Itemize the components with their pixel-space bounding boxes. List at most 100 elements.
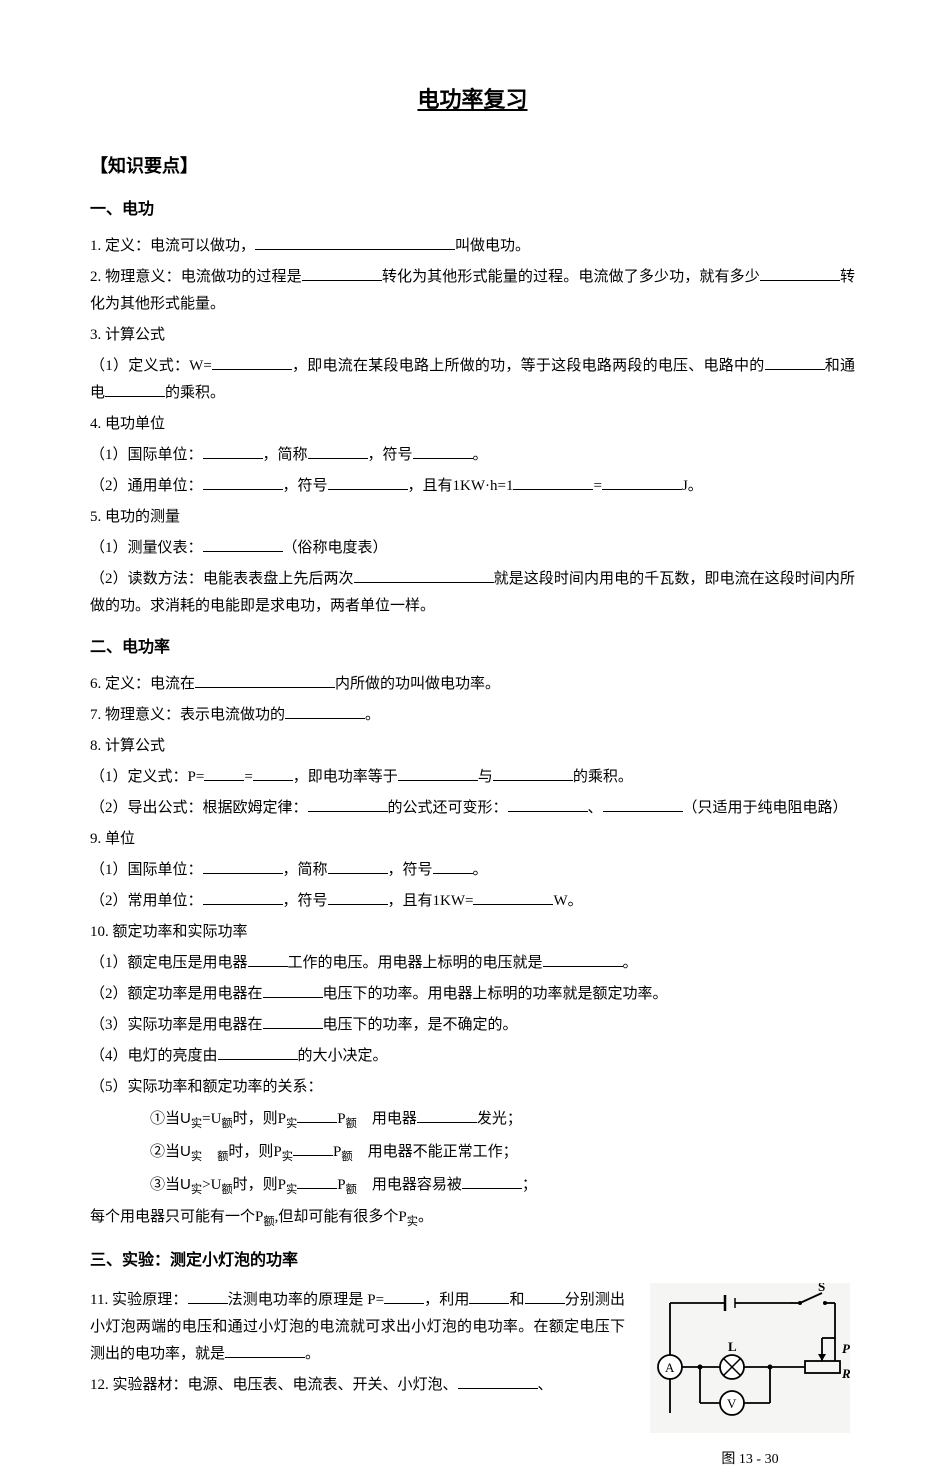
text: 。: [473, 862, 488, 878]
item-5-1: （1）测量仪表：（俗称电度表）: [90, 535, 855, 562]
blank: [212, 353, 292, 370]
subscript: 实: [286, 1118, 297, 1130]
item-9: 9. 单位: [90, 826, 855, 853]
text: （2）导出公式：根据欧姆定律：: [90, 800, 308, 816]
blank: [493, 764, 573, 781]
subscript: 额: [263, 1216, 274, 1228]
subscript: 额: [221, 1184, 232, 1196]
text: （2）常用单位：: [90, 893, 203, 909]
blank: [263, 1012, 323, 1029]
subscript: 实: [191, 1118, 202, 1130]
bulb-label: L: [728, 1339, 737, 1354]
subscript: 实: [191, 1184, 202, 1196]
subscript: 实: [282, 1151, 293, 1163]
text: （2）读数方法：电能表表盘上先后两次: [90, 571, 354, 587]
subscript: 实: [407, 1216, 418, 1228]
text: ，即电流在某段电路上所做的功，等于这段电路两段的电压、电路中的: [292, 358, 765, 374]
text: 的乘积。: [165, 385, 225, 401]
blank: [218, 1043, 298, 1060]
text: 。: [623, 955, 638, 971]
blank: [513, 473, 593, 490]
item-2: 2. 物理意义：电流做功的过程是转化为其他形式能量的过程。电流做了多少功，就有多…: [90, 264, 855, 318]
item-10-5-1: ①当U实=U额时，则P实P额 用电器发光；: [90, 1105, 855, 1134]
blank: [328, 888, 388, 905]
switch-label: S: [818, 1283, 825, 1294]
item-4: 4. 电功单位: [90, 411, 855, 438]
item-9-2: （2）常用单位：，符号，且有1KW=W。: [90, 888, 855, 915]
blank: [302, 264, 382, 281]
text: 用电器容易被: [357, 1177, 462, 1193]
text: 电压下的功率，是不确定的。: [323, 1017, 518, 1033]
section-1-heading: 一、电功: [90, 196, 855, 225]
item-10-4: （4）电灯的亮度由 的大小决定。: [90, 1043, 855, 1070]
item-10-5-3: ③当U实>U额时，则P实P额 用电器容易被；: [90, 1171, 855, 1200]
subscript: 额: [221, 1118, 232, 1130]
subscript: 额: [341, 1151, 352, 1163]
blank: [413, 442, 473, 459]
text: 7. 物理意义：表示电流做功的: [90, 707, 285, 723]
text: ，且有1KW·h=1: [408, 478, 514, 494]
blank: [462, 1173, 522, 1190]
text: 。: [365, 707, 380, 723]
text: （2）额定功率是用电器在: [90, 986, 263, 1002]
text: （1）定义式：W=: [90, 358, 212, 374]
text: 工作的电压。用电器上标明的电压就是: [288, 955, 543, 971]
text: 电压下的功率。用电器上标明的功率就是额定功率。: [323, 986, 668, 1002]
subscript: 额: [217, 1151, 228, 1163]
item-9-1: （1）国际单位：，简称，符号。: [90, 857, 855, 884]
item-8: 8. 计算公式: [90, 733, 855, 760]
blank: [225, 1342, 305, 1359]
text: ；: [522, 1177, 537, 1193]
blank: [297, 1173, 337, 1190]
blank: [188, 1288, 228, 1305]
text: 转化为其他形式能量的过程。电流做了多少功，就有多少: [382, 269, 760, 285]
text: 法测电功率的原理是 P=: [228, 1292, 385, 1308]
text: 时，则P: [228, 1144, 281, 1160]
text: 11. 实验原理：: [90, 1292, 188, 1308]
item-6: 6. 定义：电流在 内所做的功叫做电功率。: [90, 671, 855, 698]
blank: [293, 1139, 333, 1156]
blank: [328, 473, 408, 490]
text: 的公式还可变形：: [388, 800, 508, 816]
item-8-1: （1）定义式：P==，即电功率等于与的乘积。: [90, 764, 855, 791]
blank: [760, 264, 840, 281]
blank: [398, 764, 478, 781]
text: 。: [473, 447, 488, 463]
text: ，即电功率等于: [293, 769, 398, 785]
blank: [543, 950, 623, 967]
text: 6. 定义：电流在: [90, 676, 195, 692]
blank: [354, 566, 494, 583]
text: 内所做的功叫做电功率。: [335, 676, 500, 692]
blank: [469, 1288, 509, 1305]
text: ③当U: [150, 1176, 191, 1193]
text: 的大小决定。: [298, 1048, 388, 1064]
text: 。: [418, 1209, 433, 1225]
text: （4）电灯的亮度由: [90, 1048, 218, 1064]
item-8-2: （2）导出公式：根据欧姆定律：的公式还可变形：、（只适用于纯电阻电路）: [90, 795, 855, 822]
text: 1. 定义：电流可以做功，: [90, 238, 255, 254]
blank: [603, 795, 683, 812]
item-10-5: （5）实际功率和额定功率的关系：: [90, 1074, 855, 1101]
item-4-2: （2）通用单位：，符号，且有1KW·h=1=J。: [90, 473, 855, 500]
text: （2）通用单位：: [90, 478, 203, 494]
circuit-diagram-icon: S P R A L V: [650, 1283, 850, 1433]
section-3-heading: 三、实验：测定小灯泡的功率: [90, 1247, 855, 1276]
text: ②当U: [150, 1143, 191, 1160]
figure-caption: 图 13 - 30: [645, 1447, 855, 1472]
blank: [204, 764, 244, 781]
item-10-6: 每个用电器只可能有一个P额,但却可能有很多个P实。: [90, 1204, 855, 1232]
text: ①当U: [150, 1110, 191, 1127]
text: （3）实际功率是用电器在: [90, 1017, 263, 1033]
item-7: 7. 物理意义：表示电流做功的 。: [90, 702, 855, 729]
text: （1）国际单位：: [90, 447, 203, 463]
item-3-1: （1）定义式：W= ，即电流在某段电路上所做的功，等于这段电路两段的电压、电路中的…: [90, 353, 855, 407]
p-label: P: [842, 1341, 850, 1356]
text: ，符号: [388, 862, 433, 878]
circuit-figure: S P R A L V 图 1: [645, 1283, 855, 1472]
text: 和: [509, 1292, 524, 1308]
blank: [203, 888, 283, 905]
item-10-5-2: ②当U实 额时，则P实P额 用电器不能正常工作；: [90, 1138, 855, 1167]
item-3: 3. 计算公式: [90, 322, 855, 349]
text: P: [337, 1111, 345, 1127]
text: （1）国际单位：: [90, 862, 203, 878]
